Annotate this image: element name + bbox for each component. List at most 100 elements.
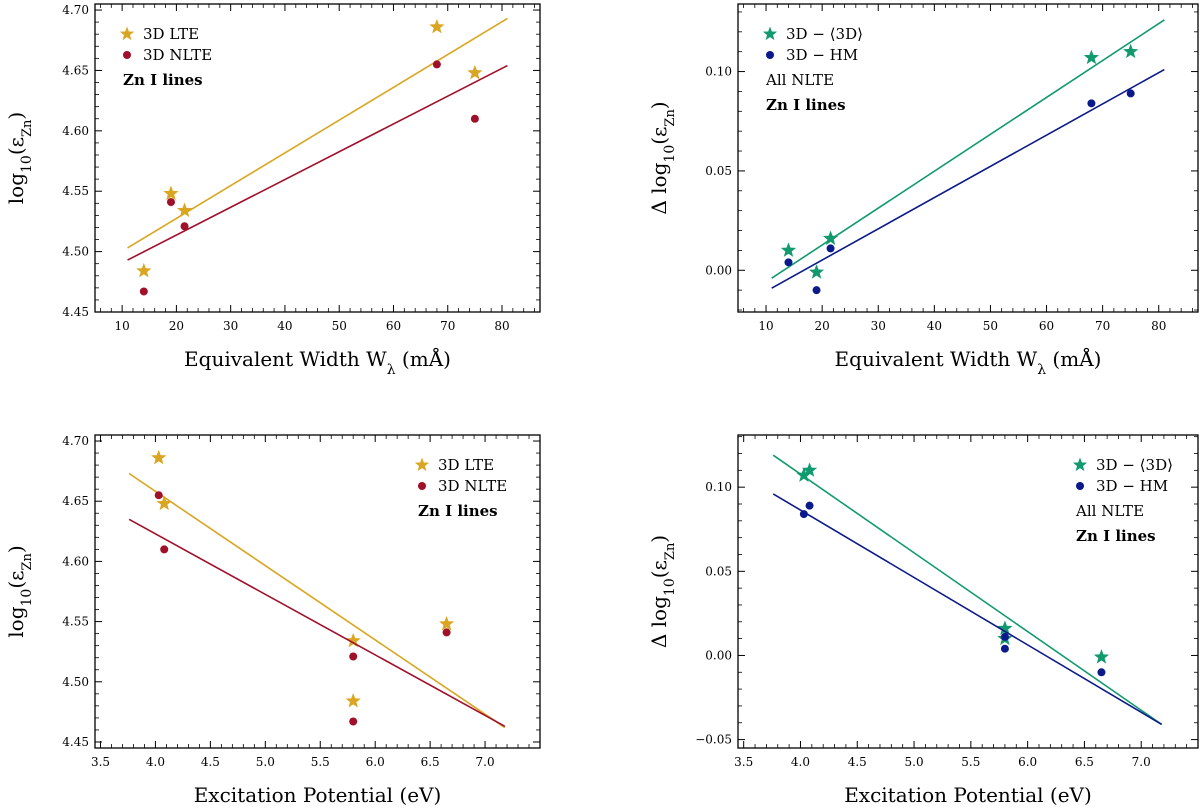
legend-marker [1076, 482, 1084, 490]
x-tick-label: 80 [1151, 319, 1166, 333]
data-point-series-0 [176, 202, 193, 218]
data-point-series-0 [345, 632, 361, 648]
data-point-series-0 [997, 620, 1013, 635]
y-tick-label: 4.60 [62, 554, 89, 568]
y-tick-label: 0.05 [705, 164, 732, 178]
fit-line-series-0 [127, 17, 508, 249]
data-point-series-0 [156, 495, 172, 511]
data-point-series-0 [1083, 49, 1100, 65]
legend-label: 3D LTE [438, 456, 494, 474]
x-tick-label: 30 [871, 319, 886, 333]
x-tick-label: 50 [983, 319, 998, 333]
fit-line-series-1 [771, 68, 1165, 289]
y-axis-label: log10(εZn) [4, 545, 35, 637]
x-tick-label: 5.5 [311, 755, 330, 769]
legend-label: 3D NLTE [438, 477, 507, 495]
y-tick-label: 4.50 [62, 245, 89, 259]
x-tick-label: 6.5 [421, 755, 440, 769]
x-tick-label: 70 [440, 319, 455, 333]
legend-note-bold: Zn I lines [418, 502, 498, 520]
data-point-series-0 [1123, 43, 1139, 59]
legend-marker [414, 457, 430, 472]
y-tick-label: 0.10 [705, 65, 732, 79]
x-tick-label: 40 [277, 319, 292, 333]
data-point-series-1 [166, 198, 175, 207]
y-tick-label: −0.05 [695, 733, 732, 747]
data-point-series-0 [151, 449, 167, 465]
data-point-series-0 [429, 18, 445, 34]
data-point-series-0 [796, 467, 812, 482]
x-axis-label: Excitation Potential (eV) [844, 783, 1092, 807]
x-tick-label: 40 [927, 319, 942, 333]
x-tick-label: 10 [758, 319, 773, 333]
x-tick-label: 5.5 [961, 755, 980, 769]
data-point-series-1 [139, 287, 148, 296]
fit-line-series-0 [128, 472, 506, 729]
chart-panel-bl: 3.5 4.0 4.5 5.0 5.5 6.0 6.5 7.0 4.45 4.50 4.55 4.60… [4, 434, 541, 807]
legend: 3D LTE 3D NLTE Zn I lines [414, 456, 507, 520]
x-axis-label: Equivalent Width Wλ (mÅ) [184, 346, 451, 378]
y-tick-label: 4.65 [62, 63, 89, 77]
data-point-series-1 [1097, 668, 1106, 677]
legend-label: 3D LTE [143, 25, 199, 43]
x-tick-label: 5.0 [905, 755, 924, 769]
x-tick-label: 6.0 [366, 755, 385, 769]
data-point-series-1 [826, 244, 835, 253]
y-tick-label: 4.55 [62, 615, 89, 629]
data-point-series-0 [439, 616, 455, 631]
legend-note-bold: Zn I lines [123, 71, 203, 89]
legend-marker [762, 26, 778, 41]
y-axis-label: Δ log10(εZn) [647, 101, 678, 214]
x-tick-label: 10 [114, 319, 129, 333]
x-tick-label: 6.0 [1018, 755, 1037, 769]
x-tick-label: 4.5 [848, 755, 867, 769]
data-point-series-1 [154, 491, 163, 500]
legend-label: 3D − ⟨3D⟩ [786, 25, 863, 43]
data-point-series-0 [822, 230, 839, 245]
data-point-series-1 [1126, 89, 1135, 98]
fit-line-series-1 [772, 493, 1163, 726]
fit-line-series-0 [771, 19, 1165, 279]
x-axis-label: Equivalent Width Wλ (mÅ) [835, 346, 1102, 378]
x-tick-label: 4.5 [201, 755, 220, 769]
x-axis-label: Excitation Potential (eV) [194, 783, 442, 807]
data-point-series-1 [784, 258, 793, 267]
data-point-series-1 [1000, 644, 1009, 653]
data-point-series-1 [442, 628, 451, 637]
data-point-series-1 [432, 60, 441, 69]
legend-label: 3D − HM [786, 46, 858, 64]
y-tick-label: 0.00 [705, 648, 732, 662]
data-point-series-1 [180, 222, 189, 231]
data-point-series-1 [349, 717, 358, 726]
x-tick-label: 30 [223, 319, 238, 333]
x-tick-label: 5.0 [256, 755, 275, 769]
x-tick-label: 3.5 [91, 755, 110, 769]
y-tick-label: 4.45 [62, 305, 89, 319]
x-tick-label: 6.5 [1075, 755, 1094, 769]
y-tick-label: 4.45 [62, 735, 89, 749]
plot-frame [737, 434, 1199, 749]
x-tick-label: 3.5 [734, 755, 753, 769]
legend-marker [123, 51, 131, 59]
x-tick-label: 70 [1095, 319, 1110, 333]
y-tick-label: 0.00 [705, 263, 732, 277]
fit-line-series-0 [772, 454, 1163, 726]
y-tick-label: 0.10 [705, 480, 732, 494]
data-point-series-0 [136, 262, 152, 278]
legend-marker [418, 482, 426, 490]
legend: 3D − ⟨3D⟩ 3D − HM All NLTE Zn I lines [762, 25, 863, 114]
y-tick-label: 4.55 [62, 184, 89, 198]
data-point-series-1 [349, 652, 358, 661]
x-tick-label: 7.0 [1132, 755, 1151, 769]
fit-line-series-1 [127, 64, 508, 261]
x-tick-label: 7.0 [476, 755, 495, 769]
fit-line-series-1 [128, 518, 506, 728]
data-point-series-0 [345, 693, 361, 708]
y-axis-label: log10(εZn) [4, 112, 35, 204]
x-tick-label: 4.0 [791, 755, 810, 769]
data-point-series-0 [780, 242, 797, 257]
legend: 3D − ⟨3D⟩ 3D − HM All NLTE Zn I lines [1072, 456, 1173, 545]
data-point-series-1 [799, 510, 808, 519]
